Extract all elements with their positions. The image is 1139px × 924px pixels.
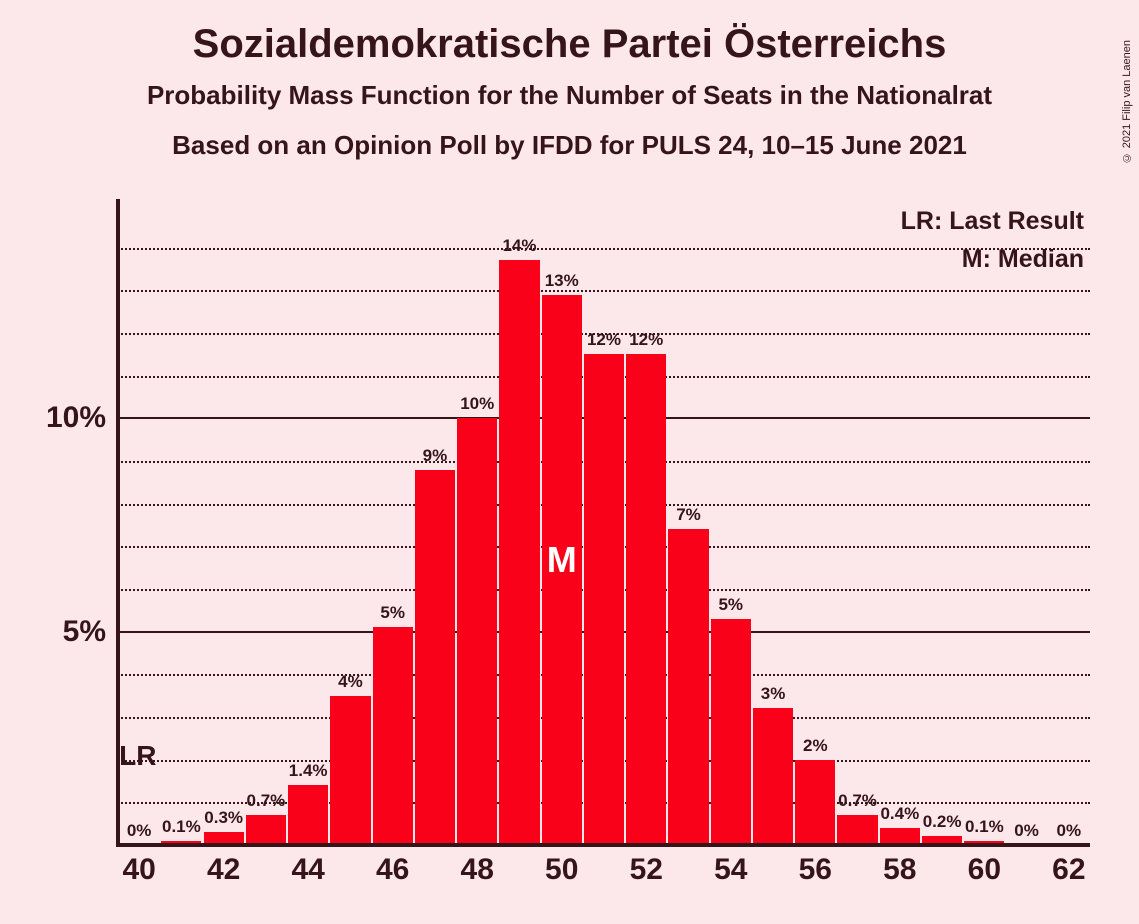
x-axis-tick-label: 60 [968,853,1001,887]
bar-value-label: 12% [629,330,663,350]
x-axis-tick-label: 52 [630,853,663,887]
x-axis-tick-label: 48 [461,853,494,887]
bar-value-label: 5% [380,603,405,623]
y-axis-tick-label: 10% [46,401,106,435]
bar: 2% [795,760,835,845]
legend-median: M: Median [962,245,1084,274]
bar-value-label: 9% [423,446,448,466]
bar-value-label: 14% [502,236,536,256]
bar-value-label: 0.7% [247,791,286,811]
x-axis-tick-label: 44 [291,853,324,887]
bar-value-label: 12% [587,330,621,350]
bar: 5% [373,627,413,845]
last-result-marker: LR [119,740,156,772]
bar: 1.4% [288,785,328,845]
x-axis-tick-label: 56 [799,853,832,887]
bar-value-label: 0% [127,821,152,841]
bar-value-label: 0.2% [923,812,962,832]
x-axis-tick-label: 54 [714,853,747,887]
bar: 0.7% [246,815,286,845]
bar-value-label: 0.3% [204,808,243,828]
x-axis-tick-label: 40 [122,853,155,887]
bar: 3% [753,708,793,845]
bar-value-label: 0.4% [880,804,919,824]
x-axis-tick-label: 58 [883,853,916,887]
bar: 5% [711,619,751,845]
chart-title: Sozialdemokratische Partei Österreichs [0,22,1139,67]
bar: 9% [415,470,455,845]
copyright-text: © 2021 Filip van Laenen [1121,40,1133,163]
bar-value-label: 13% [545,271,579,291]
chart-plot-area: 5%10%0%0.1%0.3%0.7%1.4%4%5%9%10%14%13%12… [118,205,1090,845]
bar: 12% [584,354,624,845]
bar-value-label: 10% [460,394,494,414]
bar: 14% [499,260,539,845]
bar-value-label: 3% [761,684,786,704]
bar-value-label: 7% [676,505,701,525]
x-axis-tick-label: 46 [376,853,409,887]
bar: 12% [626,354,666,845]
gridline-minor [118,290,1090,292]
bar-value-label: 0% [1014,821,1039,841]
chart-subtitle-2: Based on an Opinion Poll by IFDD for PUL… [0,130,1139,161]
bar-value-label: 0.7% [838,791,877,811]
bar-value-label: 2% [803,736,828,756]
x-axis-tick-label: 50 [545,853,578,887]
bar: 0.7% [837,815,877,845]
bar: 10% [457,418,497,845]
gridline-minor [118,248,1090,250]
chart-subtitle-1: Probability Mass Function for the Number… [0,80,1139,111]
bar: 4% [330,696,370,845]
x-axis [116,843,1090,847]
x-axis-tick-label: 42 [207,853,240,887]
bar-value-label: 0.1% [965,817,1004,837]
bar-value-label: 0% [1057,821,1082,841]
x-axis-tick-label: 62 [1052,853,1085,887]
median-marker: M [542,539,582,581]
y-axis-tick-label: 5% [63,615,106,649]
bar-value-label: 0.1% [162,817,201,837]
bar-value-label: 1.4% [289,761,328,781]
bar-value-label: 4% [338,672,363,692]
legend-last-result: LR: Last Result [901,207,1084,236]
bar-value-label: 5% [718,595,743,615]
bar: 7% [668,529,708,845]
